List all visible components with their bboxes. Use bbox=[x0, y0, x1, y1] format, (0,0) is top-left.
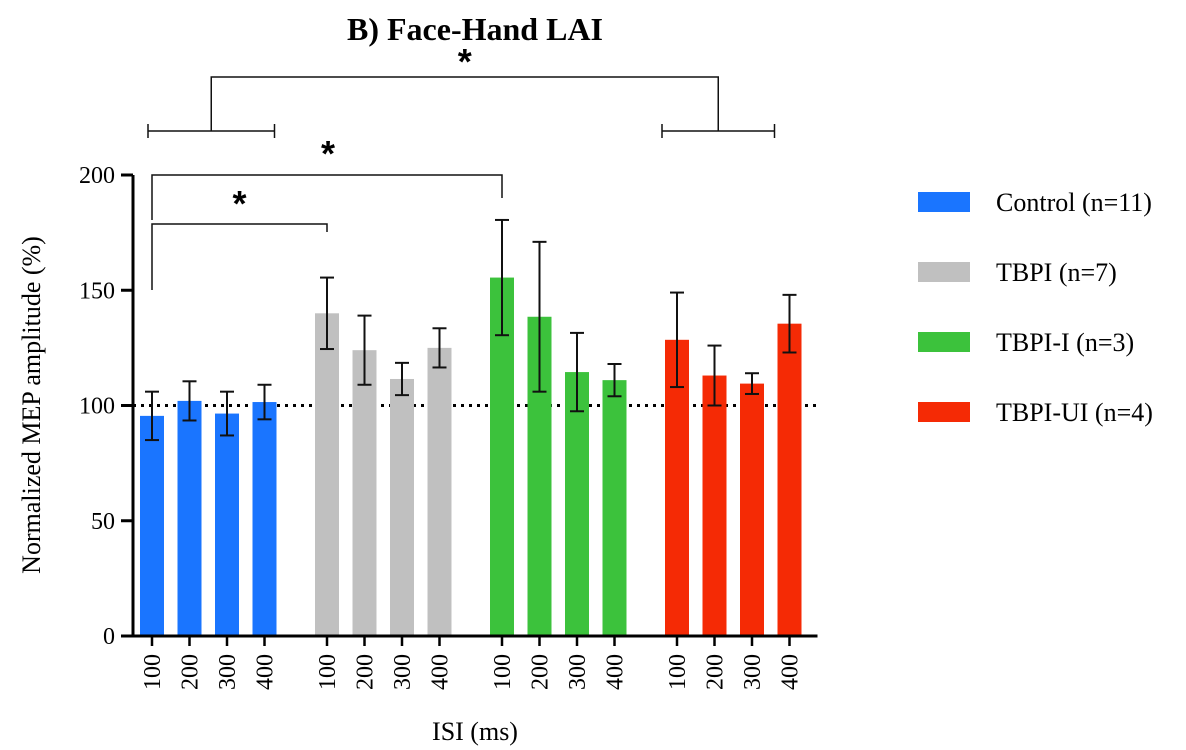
bar bbox=[177, 400, 202, 636]
significance-bracket bbox=[151, 223, 328, 290]
legend-label: TBPI-I (n=3) bbox=[996, 328, 1134, 357]
bar bbox=[215, 413, 239, 636]
legend-swatch bbox=[918, 192, 970, 212]
significance-bracket bbox=[210, 76, 719, 131]
bar bbox=[565, 372, 589, 636]
x-tick-label: 100 bbox=[490, 654, 516, 690]
bar bbox=[777, 323, 802, 636]
bar bbox=[315, 313, 339, 636]
significance-bracket bbox=[151, 174, 503, 220]
chart-title: B) Face-Hand LAI bbox=[347, 11, 603, 47]
x-tick-label: 200 bbox=[528, 654, 554, 690]
significance-star: * bbox=[321, 133, 335, 174]
bar bbox=[352, 350, 377, 636]
legend-swatch bbox=[918, 402, 970, 422]
legend-swatch bbox=[918, 262, 970, 282]
y-axis-label: Normalized MEP amplitude (%) bbox=[17, 236, 46, 574]
x-tick-label: 300 bbox=[215, 654, 241, 690]
legend-label: TBPI (n=7) bbox=[996, 258, 1117, 287]
x-tick-label: 300 bbox=[565, 654, 591, 690]
x-tick-label: 400 bbox=[428, 654, 454, 690]
x-tick-label: 300 bbox=[390, 654, 416, 690]
axes-group: 0 50 100 150 200 100 200 300 400 100 200 300 400 100 2… bbox=[79, 163, 818, 690]
x-tick-label: 200 bbox=[703, 654, 729, 690]
x-tick-label: 400 bbox=[603, 654, 629, 690]
x-tick-label: 300 bbox=[740, 654, 766, 690]
x-axis-label: ISI (ms) bbox=[432, 717, 518, 746]
x-tick-label: 100 bbox=[140, 654, 166, 690]
bar bbox=[140, 415, 164, 636]
x-tick-label: 400 bbox=[253, 654, 279, 690]
x-tick-label: 400 bbox=[778, 654, 804, 690]
bars-group bbox=[140, 218, 802, 636]
significance-annotations: * * * bbox=[147, 41, 776, 290]
legend-label: TBPI-UI (n=4) bbox=[996, 398, 1153, 427]
bar bbox=[665, 339, 689, 636]
significance-star: * bbox=[232, 183, 246, 224]
legend-swatch bbox=[918, 332, 970, 352]
x-tick-label: 100 bbox=[665, 654, 691, 690]
y-tick-label: 0 bbox=[103, 624, 115, 650]
bar bbox=[740, 383, 764, 636]
y-tick-label: 150 bbox=[79, 278, 115, 304]
bar bbox=[602, 380, 627, 636]
y-tick-label: 200 bbox=[79, 163, 115, 189]
x-tick-label: 200 bbox=[353, 654, 379, 690]
legend: Control (n=11) TBPI (n=7) TBPI-I (n=3) TBPI… bbox=[918, 188, 1153, 427]
bar bbox=[390, 378, 414, 636]
x-tick-label: 200 bbox=[178, 654, 204, 690]
bar bbox=[252, 402, 277, 636]
y-tick-label: 100 bbox=[79, 394, 115, 420]
legend-label: Control (n=11) bbox=[996, 188, 1152, 217]
x-tick-label: 100 bbox=[315, 654, 341, 690]
bar bbox=[490, 277, 514, 636]
significance-star: * bbox=[458, 41, 472, 82]
bar bbox=[427, 347, 452, 636]
bar bbox=[702, 375, 727, 636]
y-tick-label: 50 bbox=[91, 509, 115, 535]
